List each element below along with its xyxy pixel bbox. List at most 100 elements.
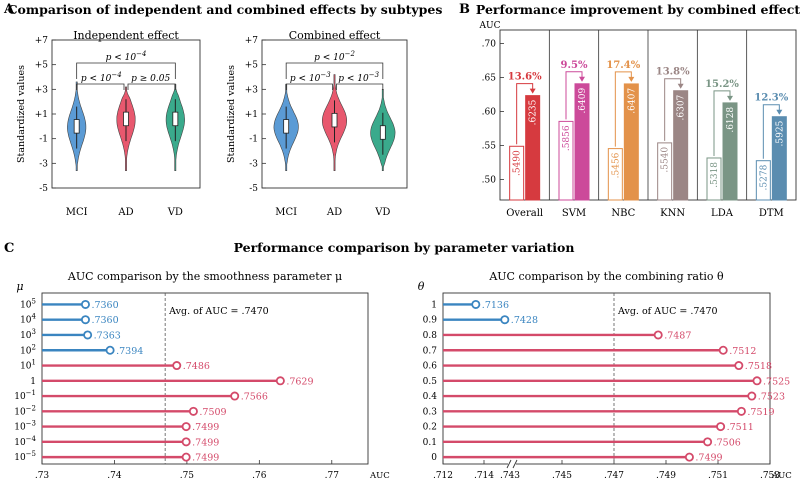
x-tick-label: .751 xyxy=(708,471,728,480)
lollipop-title: AUC comparison by the combining ratio θ xyxy=(488,270,724,283)
x-tick-label: .77 xyxy=(325,471,340,480)
y-tick-label: 101 xyxy=(20,359,36,372)
violin-box xyxy=(379,125,386,140)
value-label: .7506 xyxy=(714,437,741,448)
improvement-label: 17.4% xyxy=(606,60,640,71)
x-tick-label: .743 xyxy=(500,471,520,480)
average-label: Avg. of AUC = .7470 xyxy=(168,306,269,317)
improvement-label: 13.8% xyxy=(656,67,690,78)
value-label: .7360 xyxy=(91,315,118,326)
arrow-head xyxy=(579,76,585,82)
lollipop-point xyxy=(181,422,191,432)
bar-label-independent: .5856 xyxy=(562,125,572,151)
y-axis-symbol: θ xyxy=(418,280,425,293)
y-tick-label: -1 xyxy=(39,135,48,145)
bar-independent-nbc xyxy=(607,148,623,201)
lollipop-point xyxy=(736,406,746,416)
x-tick-label: .73 xyxy=(35,471,50,480)
x-tick-label: MCI xyxy=(66,207,88,218)
improvement-arrow xyxy=(713,90,731,156)
lollipop-chart-ratio: AUC comparison by the combining ratio θ θ… xyxy=(418,270,792,480)
x-tick-label: VD xyxy=(167,207,183,218)
y-tick-label: -5 xyxy=(249,184,258,194)
panel-a-letter: A xyxy=(3,2,15,17)
bar-label-independent: .5278 xyxy=(759,164,769,190)
bar-combined-knn xyxy=(673,90,689,201)
x-tick-label: .76 xyxy=(252,471,267,480)
improvement-label: 12.3% xyxy=(754,93,788,104)
y-tick-label: 102 xyxy=(20,343,36,356)
lollipop-point xyxy=(703,437,713,447)
y-tick-label: +5 xyxy=(245,61,259,71)
p-value-right: p ≥ 0.05 xyxy=(131,74,170,84)
y-tick-label: .50 xyxy=(482,176,497,186)
violin-box xyxy=(331,112,338,128)
lollipop-point xyxy=(734,361,744,371)
value-label: .7499 xyxy=(192,422,219,433)
value-label: .7428 xyxy=(511,315,538,326)
value-label: .7499 xyxy=(192,437,219,448)
p-value-left: p < 10−4 xyxy=(81,71,122,84)
plot-frame xyxy=(41,292,369,465)
y-tick-label: 10−2 xyxy=(14,404,36,417)
bar-combined-svm xyxy=(574,83,590,201)
value-label: .7519 xyxy=(747,407,774,418)
x-tick-label: MCI xyxy=(275,207,297,218)
improvement-arrow xyxy=(565,71,583,120)
lollipop-point xyxy=(716,422,726,432)
value-label: .7511 xyxy=(727,422,754,433)
lollipop-point xyxy=(83,330,93,340)
x-tick-label: NBC xyxy=(611,208,635,219)
bar-label-combined: .6409 xyxy=(578,88,588,114)
lollipop-point xyxy=(684,452,694,462)
arrow-head xyxy=(529,88,536,94)
p-value-right: p < 10−3 xyxy=(338,71,379,84)
bar-independent-svm xyxy=(558,120,574,201)
bracket-top xyxy=(285,62,384,79)
y-tick-label: -3 xyxy=(249,159,258,169)
value-label: .7486 xyxy=(183,361,210,372)
y-tick-label: .55 xyxy=(482,142,497,152)
x-tick-label: AD xyxy=(117,207,133,218)
bar-chart-improvement: AUC .70 .65 .60 .55 .50 .5490 .6235 13.6% Overall… xyxy=(479,21,797,219)
x-tick-label: Overall xyxy=(506,208,543,219)
y-axis-symbol: μ xyxy=(16,280,23,293)
panel-b-title: Performance improvement by combined effe… xyxy=(476,2,800,17)
improvement-arrow xyxy=(614,71,632,147)
x-tick-label: LDA xyxy=(711,208,734,219)
x-tick-label: AD xyxy=(326,207,342,218)
y-tick-label: .60 xyxy=(482,108,497,118)
lollipop-point xyxy=(181,437,191,447)
lollipop-point xyxy=(653,330,663,340)
bracket-right xyxy=(127,83,176,90)
bracket-top xyxy=(76,62,176,79)
y-tick-label: 0.6 xyxy=(423,362,438,372)
arrow-head xyxy=(776,109,783,115)
arrow-head xyxy=(727,95,733,101)
value-label: .7360 xyxy=(91,300,118,311)
bar-independent-lda xyxy=(706,157,722,201)
value-label: .7523 xyxy=(758,392,785,403)
x-tick-label: .747 xyxy=(604,471,624,480)
y-tick-label: +7 xyxy=(35,36,49,46)
value-label: .7509 xyxy=(199,407,226,418)
y-axis-label: Standardized values xyxy=(16,65,27,163)
y-tick-label: +3 xyxy=(35,85,49,95)
y-tick-label: +3 xyxy=(245,85,259,95)
arrow-head xyxy=(628,76,635,82)
bar-label-combined: .6235 xyxy=(529,99,539,125)
lollipop-point xyxy=(80,299,90,309)
value-label: .7487 xyxy=(664,330,691,341)
y-tick-label: 10−5 xyxy=(14,450,36,463)
y-tick-label: 0.3 xyxy=(423,407,438,417)
y-tick-label: 105 xyxy=(20,297,36,310)
y-axis-label: Standardized values xyxy=(226,65,237,163)
improvement-arrow xyxy=(516,83,534,145)
y-tick-label: 0.7 xyxy=(423,346,438,356)
y-tick-label: -3 xyxy=(39,159,48,169)
bar-label-combined: .6407 xyxy=(627,88,637,114)
bar-label-combined: .6128 xyxy=(726,107,736,133)
improvement-label: 9.5% xyxy=(561,60,588,71)
value-label: .7512 xyxy=(729,346,756,357)
value-label: .7629 xyxy=(286,376,313,387)
